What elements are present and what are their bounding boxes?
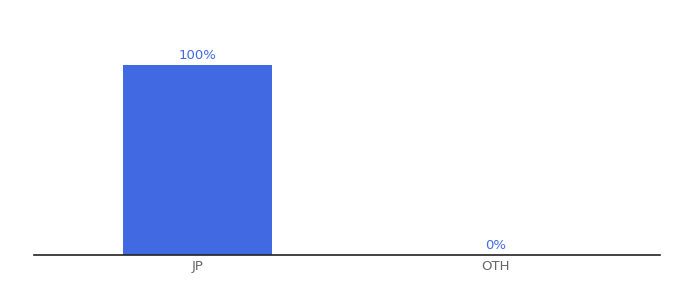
Text: 100%: 100%: [179, 49, 217, 62]
Bar: [123, 64, 272, 255]
Text: 0%: 0%: [486, 239, 506, 252]
